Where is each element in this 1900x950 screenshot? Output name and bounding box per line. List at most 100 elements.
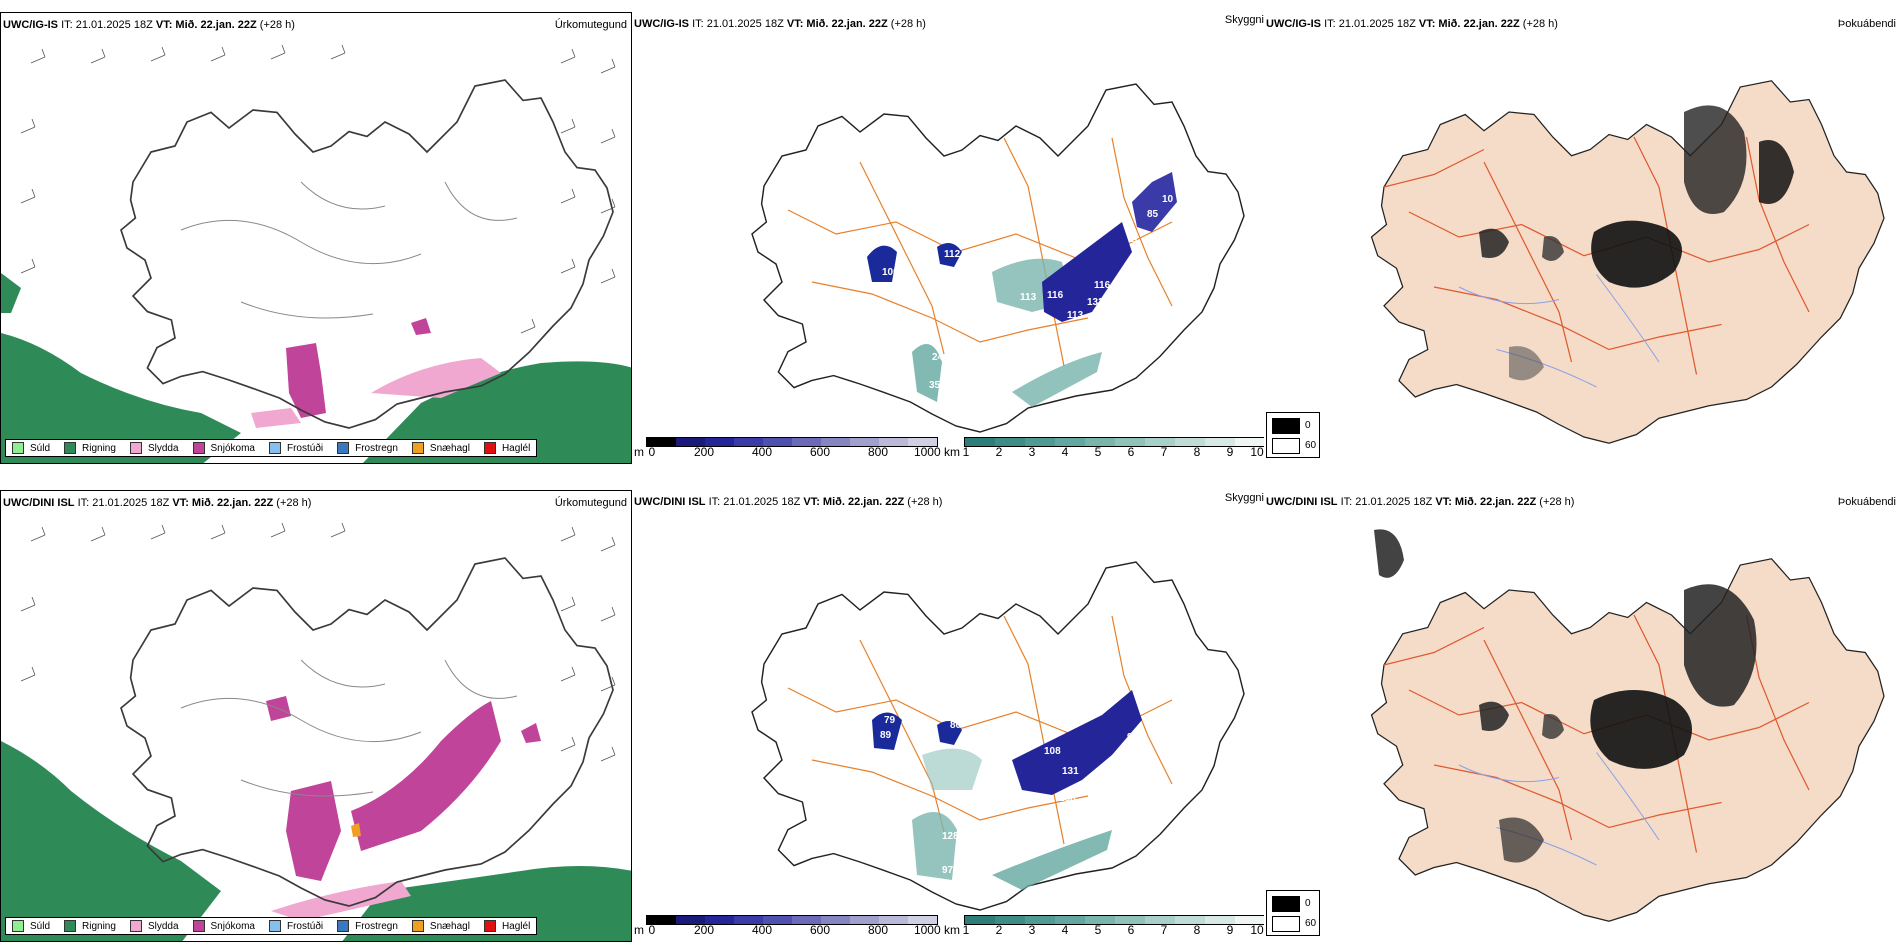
ceiling-label: 116 — [1094, 280, 1111, 291]
panel-header: UWC/IG-IS IT: 21.01.2025 18Z VT: Mið. 22… — [634, 18, 926, 30]
legend-swatch — [64, 920, 77, 932]
tick: 8 — [1193, 445, 1201, 459]
legend-label: Slydda — [147, 920, 179, 932]
legend-label: Frostregn — [355, 442, 398, 454]
lead-time: (+28 h) — [276, 497, 312, 509]
panel-title: Skyggni — [1224, 492, 1264, 504]
visibility-colorbar-bar — [964, 915, 1264, 925]
ceiling-label: 113 — [1020, 292, 1037, 303]
precip-legend: Súld Rigning Slydda Snjókoma Frostúði Fr… — [5, 439, 538, 457]
fog-indicator-map — [1370, 80, 1885, 444]
visibility-area — [912, 812, 957, 880]
lead-time: (+28 h) — [907, 496, 943, 508]
ceiling-area — [1132, 172, 1177, 232]
legend-item: Frostúði — [268, 442, 324, 454]
snow-area — [521, 723, 541, 743]
lead-time: (+28 h) — [890, 18, 926, 30]
fog-area — [1509, 346, 1544, 381]
visibility-area — [1012, 352, 1102, 407]
valid-time-label: VT: — [172, 497, 189, 509]
ceiling-label: 116 — [1047, 290, 1064, 301]
tick: 600 — [809, 445, 831, 459]
ceiling-visibility-map — [751, 561, 1245, 911]
legend-swatch — [268, 442, 281, 454]
valid-time-label: VT: — [155, 19, 173, 31]
tick: 8 — [1193, 923, 1201, 937]
rain-area — [1, 273, 21, 313]
precip-legend: Súld Rigning Slydda Snjókoma Frostúði Fr… — [5, 917, 538, 935]
wind-barbs — [20, 44, 616, 334]
model-name: UWC/IG-IS — [634, 18, 689, 30]
tick: 10 — [1250, 923, 1264, 937]
legend-item: Snjókoma — [192, 442, 255, 454]
legend-item: Snæhagl — [411, 442, 470, 454]
legend-item: Frostregn — [337, 920, 398, 932]
legend-swatch — [483, 920, 496, 932]
legend-swatch — [337, 442, 350, 454]
tick: 1 — [962, 445, 970, 459]
ceiling-label: 131 — [1062, 766, 1079, 777]
valid-time: Mið. 22.jan. 22Z — [822, 496, 905, 508]
rain-area — [1, 741, 221, 941]
snow-area — [411, 318, 431, 335]
panel-title: Þokuábendi — [1837, 496, 1896, 508]
legend-item: Frostregn — [337, 442, 398, 454]
visibility-area — [922, 748, 982, 790]
legend-swatch — [12, 920, 24, 932]
ceiling-label: 85 — [1017, 730, 1029, 741]
legend-item: Snjókoma — [192, 920, 255, 932]
valid-time-label: VT: — [803, 496, 820, 508]
fog-indicator-panel-ig: UWC/IG-IS IT: 21.01.2025 18Z VT: Mið. 22… — [1264, 12, 1900, 464]
legend-label: Snjókoma — [210, 442, 255, 454]
init-time: IT: 21.01.2025 18Z — [708, 496, 801, 508]
fog-indicator-map — [1370, 529, 1885, 922]
tick: 4 — [1061, 923, 1069, 937]
visibility-colorbar: km 1 2 3 4 5 6 7 8 9 10 — [944, 915, 1264, 941]
valid-time: Mið. 22.jan. 22Z — [806, 18, 888, 30]
ceiling-label: 108 — [1044, 746, 1061, 757]
valid-time-label: VT: — [1435, 496, 1452, 508]
panel-header: UWC/IG-IS IT: 21.01.2025 18Z VT: Mið. 22… — [1266, 18, 1558, 30]
ceiling-label: 115 — [1064, 334, 1081, 345]
fog-area — [1479, 228, 1509, 258]
legend-label: Frostúði — [286, 442, 324, 454]
legend-label: Slydda — [147, 442, 179, 454]
tick: 200 — [693, 445, 715, 459]
init-time: IT: 21.01.2025 18Z — [61, 19, 153, 31]
tick: 1000 — [913, 445, 941, 459]
legend-swatch — [192, 442, 205, 454]
legend-label: Súld — [30, 442, 51, 454]
snow-area — [351, 701, 501, 851]
ceiling-area — [872, 712, 902, 750]
fog-legend-swatch-0 — [1272, 418, 1300, 434]
legend-item: Súld — [12, 442, 50, 454]
ceiling-unit: m — [634, 923, 644, 937]
wind-barbs — [20, 522, 616, 762]
legend-swatch — [411, 442, 424, 454]
tick: 0 — [648, 445, 656, 459]
legend-label: Súld — [30, 920, 51, 932]
ceiling-visibility-map — [751, 83, 1245, 433]
tick: 1000 — [913, 923, 941, 937]
legend-label: Snæhagl — [429, 442, 470, 454]
legend-item: Rigning — [64, 920, 116, 932]
valid-time: Mið. 22.jan. 22Z — [1454, 496, 1537, 508]
panel-title: Þokuábendi — [1837, 18, 1896, 30]
legend-swatch — [129, 442, 142, 454]
tick: 3 — [1028, 445, 1036, 459]
ceiling-visibility-panel-dini: 79 89 80 85 108 98 106 131 188 128 97 UW… — [632, 490, 1264, 942]
fog-legend-label: 60 — [1305, 918, 1317, 929]
visibility-unit: km — [944, 445, 960, 459]
fog-legend-label: 0 — [1305, 420, 1311, 431]
ceiling-label: 132 — [1087, 297, 1104, 308]
legend-item: Haglél — [483, 442, 530, 454]
ceiling-colorbar-bar — [646, 437, 938, 447]
ceiling-area — [937, 721, 962, 745]
tick: 800 — [867, 923, 889, 937]
fog-legend-label: 60 — [1305, 440, 1317, 451]
ceiling-label: 11 — [1128, 234, 1139, 245]
panel-title: Skyggni — [1224, 14, 1264, 26]
tick: 400 — [751, 923, 773, 937]
panel-title: Úrkomutegund — [554, 19, 627, 31]
ceiling-label: 80 — [950, 720, 962, 731]
